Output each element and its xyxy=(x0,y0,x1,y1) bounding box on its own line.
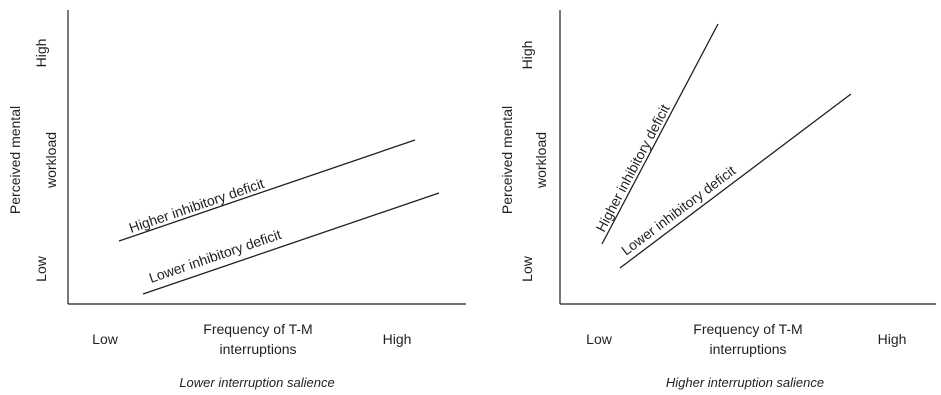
y-axis-title-line1: Perceived mental xyxy=(499,106,515,214)
series-line-higher-deficit xyxy=(602,24,718,244)
series-line-higher-deficit xyxy=(119,140,415,241)
x-axis-title-line1: Frequency of T-M xyxy=(693,321,802,337)
x-tick-low: Low xyxy=(92,331,119,347)
y-tick-low: Low xyxy=(519,255,535,282)
panel-caption: Higher interruption salience xyxy=(666,375,824,390)
x-tick-high: High xyxy=(878,331,907,347)
x-axis-title-line2: interruptions xyxy=(219,341,296,357)
y-axis-title-line2: workload xyxy=(533,132,549,189)
panel-caption: Lower interruption salience xyxy=(179,375,334,390)
y-axis-title-line1: Perceived mental xyxy=(7,106,23,214)
panel-left: High Low Perceived mental workload Low H… xyxy=(7,10,466,390)
y-tick-high: High xyxy=(519,41,535,70)
x-tick-low: Low xyxy=(586,331,613,347)
series-label-higher-deficit: Higher inhibitory deficit xyxy=(127,175,266,236)
panel-right: High Low Perceived mental workload Low H… xyxy=(499,10,936,390)
y-tick-high: High xyxy=(33,39,49,68)
x-tick-high: High xyxy=(383,331,412,347)
series-label-lower-deficit: Lower inhibitory deficit xyxy=(147,226,283,286)
y-axis-title-line2: workload xyxy=(43,132,59,189)
y-tick-low: Low xyxy=(33,255,49,282)
x-axis-title-line1: Frequency of T-M xyxy=(203,321,312,337)
x-axis-title-line2: interruptions xyxy=(709,341,786,357)
